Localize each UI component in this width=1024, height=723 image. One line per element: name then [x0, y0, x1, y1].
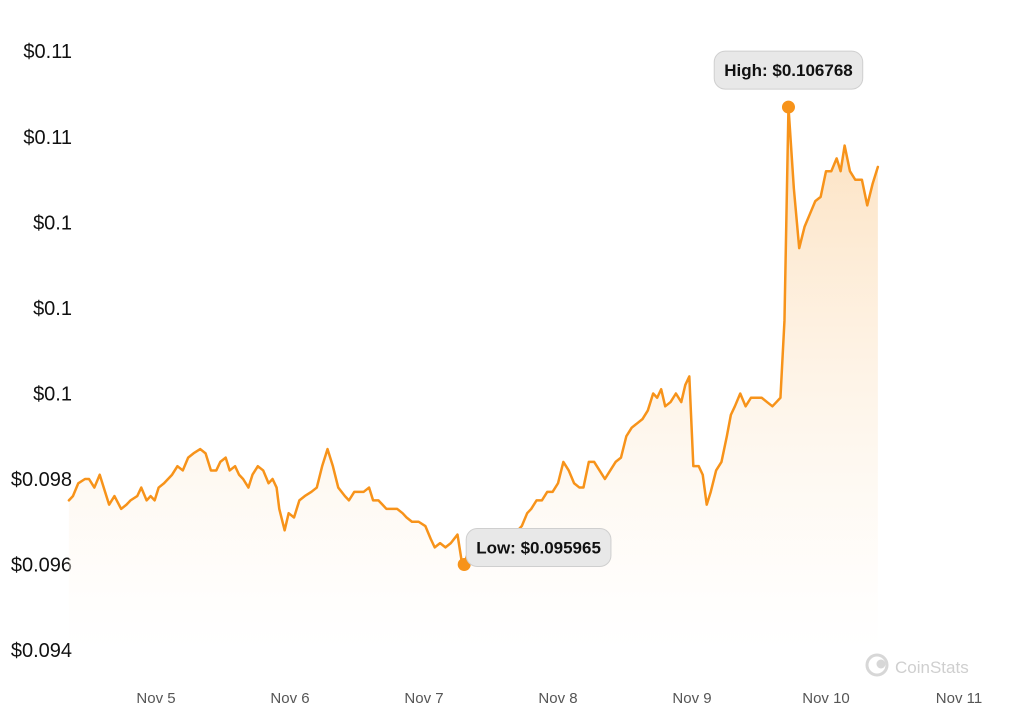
y-tick-label: $0.098 — [11, 469, 72, 491]
y-tick-label: $0.096 — [11, 555, 72, 577]
series-area — [68, 107, 878, 650]
x-tick-label: Nov 5 — [136, 690, 175, 707]
high-label: High: $0.106768 — [724, 61, 853, 80]
coinstats-logo-dot — [876, 659, 886, 669]
annotations: High: $0.106768 Low: $0.095965 — [457, 50, 864, 571]
y-axis: $0.094 $0.096 $0.098 $0.1 $0.1 $0.1 $0.11 $0.11 — [11, 41, 72, 662]
watermark: CoinStats — [865, 653, 969, 677]
x-tick-label: Nov 9 — [672, 690, 711, 707]
x-tick-label: Nov 11 — [936, 690, 982, 707]
high-callout-box — [713, 50, 864, 90]
x-tick-label: Nov 6 — [270, 690, 309, 707]
x-tick-label: Nov 8 — [538, 690, 577, 707]
y-tick-label: $0.094 — [11, 640, 72, 662]
y-tick-label: $0.11 — [23, 41, 72, 63]
low-label: Low: $0.095965 — [476, 539, 601, 558]
x-tick-label: Nov 7 — [404, 690, 443, 707]
plot-area — [67, 105, 880, 650]
x-axis: Nov 5 Nov 6 Nov 7 Nov 8 Nov 9 Nov 10 Nov 11 — [136, 690, 982, 707]
y-tick-label: $0.1 — [33, 298, 72, 320]
low-callout-box — [465, 528, 612, 567]
y-tick-label: $0.1 — [33, 384, 72, 406]
watermark-text: CoinStats — [895, 658, 969, 677]
x-tick-label: Nov 10 — [802, 690, 850, 707]
high-marker — [781, 100, 795, 114]
y-tick-label: $0.1 — [33, 213, 72, 235]
y-tick-label: $0.11 — [23, 127, 72, 149]
coinstats-logo-icon — [865, 653, 889, 677]
